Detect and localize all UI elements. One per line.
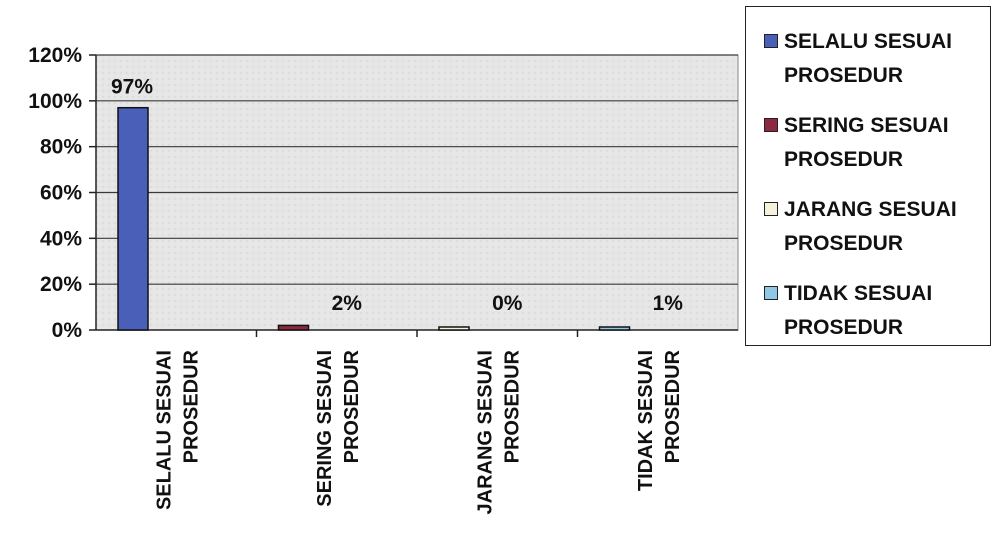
bar: [598, 326, 631, 331]
x-category-label-line: SELALU SESUAI: [153, 350, 175, 510]
axes: [89, 54, 738, 337]
y-tick-label: 0%: [52, 319, 83, 342]
legend-swatch-jarang: [764, 202, 778, 216]
gridlines: [96, 54, 738, 285]
data-label: 1%: [653, 292, 684, 315]
bar: [438, 326, 470, 331]
y-tick-label: 20%: [40, 273, 82, 296]
data-label: 2%: [332, 292, 363, 315]
legend-label-jarang: JARANG SESUAI PROSEDUR: [784, 198, 957, 255]
y-tick-label: 80%: [40, 136, 82, 159]
bar: [277, 324, 310, 331]
legend: SELALU SESUAI PROSEDUR SERING SESUAI PRO…: [745, 6, 991, 346]
x-category-label: JARANG SESUAI PROSEDUR: [474, 349, 523, 514]
legend-label-sering: SERING SESUAI PROSEDUR: [784, 114, 949, 171]
x-category-label-line: PROSEDUR: [180, 349, 202, 463]
data-label: 97%: [111, 76, 153, 99]
x-category-label-line: SERING SESUAI: [314, 350, 336, 507]
legend-label-tidak: TIDAK SESUAI PROSEDUR: [784, 282, 933, 339]
labels: 0%20%40%60%80%100%120%97%SELALU SESUAI PR…: [28, 44, 683, 514]
x-category-label-line: TIDAK SESUAI: [635, 350, 657, 491]
x-category-label-line: JARANG SESUAI: [474, 350, 496, 514]
legend-swatch-tidak: [764, 286, 778, 300]
x-category-label-line: PROSEDUR: [341, 349, 363, 463]
legend-label-selalu: SELALU SESUAI PROSEDUR: [784, 30, 953, 87]
y-tick-label: 40%: [40, 227, 82, 250]
y-tick-label: 60%: [40, 182, 82, 205]
legend-swatch-sering: [764, 118, 778, 132]
x-category-label-line: PROSEDUR: [662, 349, 684, 463]
x-category-label: SERING SESUAI PROSEDUR: [314, 349, 363, 506]
x-category-label: TIDAK SESUAI PROSEDUR: [635, 349, 684, 491]
x-category-label: SELALU SESUAI PROSEDUR: [153, 349, 202, 510]
data-label: 0%: [492, 292, 523, 315]
y-tick-label: 120%: [28, 44, 82, 67]
legend-swatch-selalu: [764, 34, 778, 48]
x-category-label-line: PROSEDUR: [501, 349, 523, 463]
y-tick-label: 100%: [28, 90, 82, 113]
bar: [117, 106, 149, 331]
bars: [117, 106, 631, 331]
